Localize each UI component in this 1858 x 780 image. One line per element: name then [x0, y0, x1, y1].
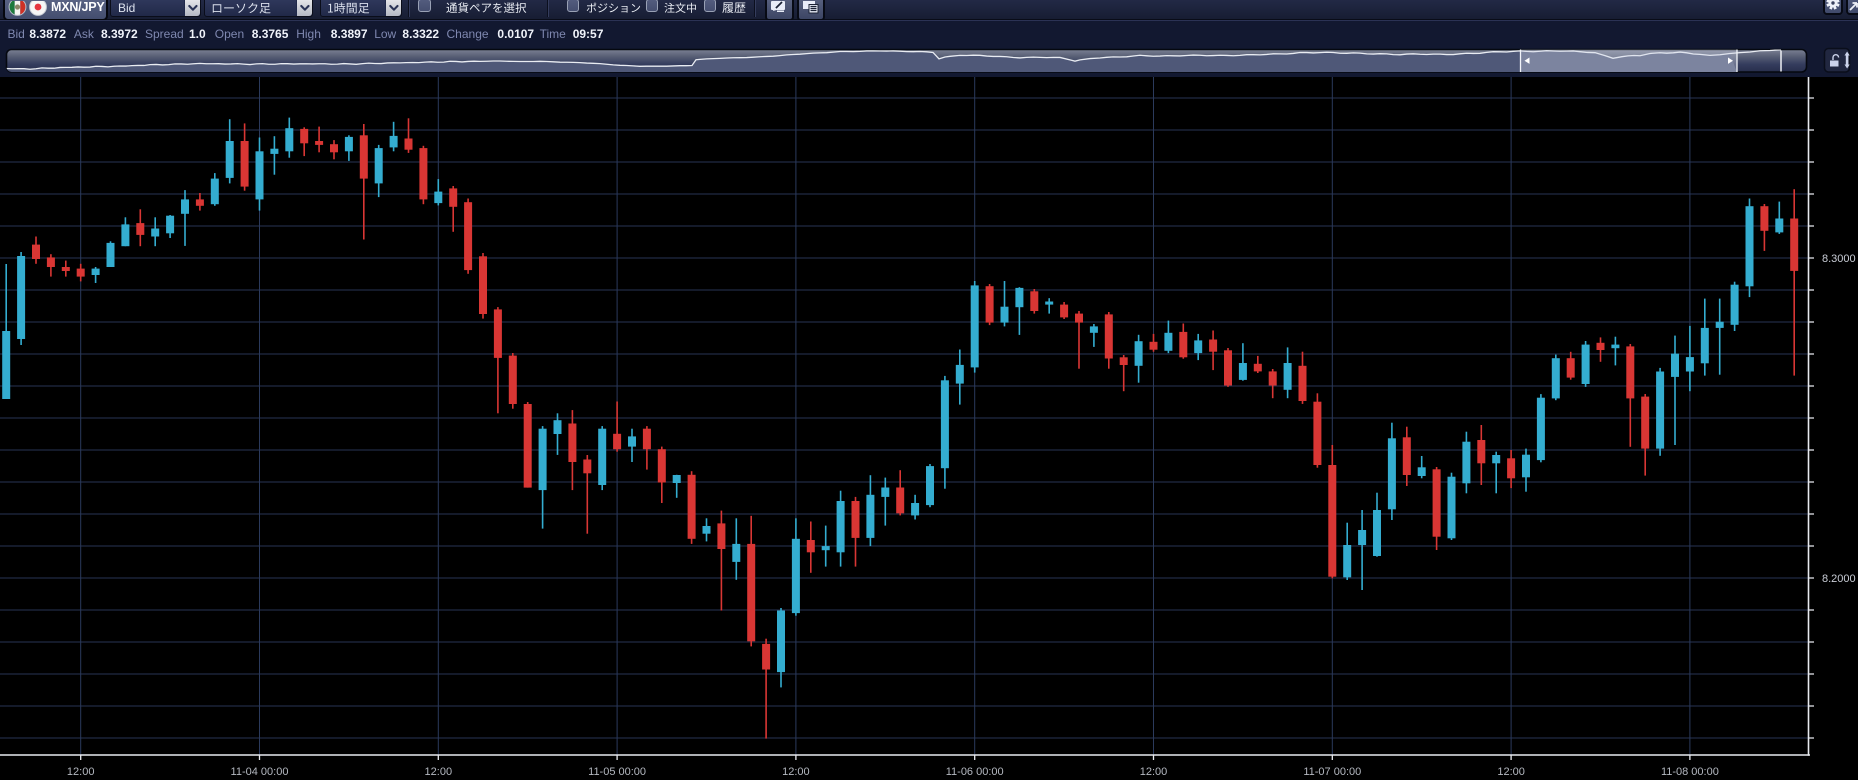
svg-text:11-06 00:00: 11-06 00:00: [946, 766, 1004, 778]
svg-text:11-07 00:00: 11-07 00:00: [1303, 766, 1361, 778]
svg-text:12:00: 12:00: [67, 766, 95, 778]
svg-text:8.3000: 8.3000: [1822, 253, 1856, 265]
svg-text:12:00: 12:00: [425, 766, 453, 778]
svg-text:12:00: 12:00: [1140, 766, 1168, 778]
svg-text:11-04 00:00: 11-04 00:00: [231, 766, 289, 778]
svg-text:8.2000: 8.2000: [1822, 573, 1856, 585]
svg-text:12:00: 12:00: [782, 766, 810, 778]
svg-text:12:00: 12:00: [1497, 766, 1525, 778]
svg-text:11-05 00:00: 11-05 00:00: [588, 766, 646, 778]
svg-text:11-08 00:00: 11-08 00:00: [1661, 766, 1719, 778]
